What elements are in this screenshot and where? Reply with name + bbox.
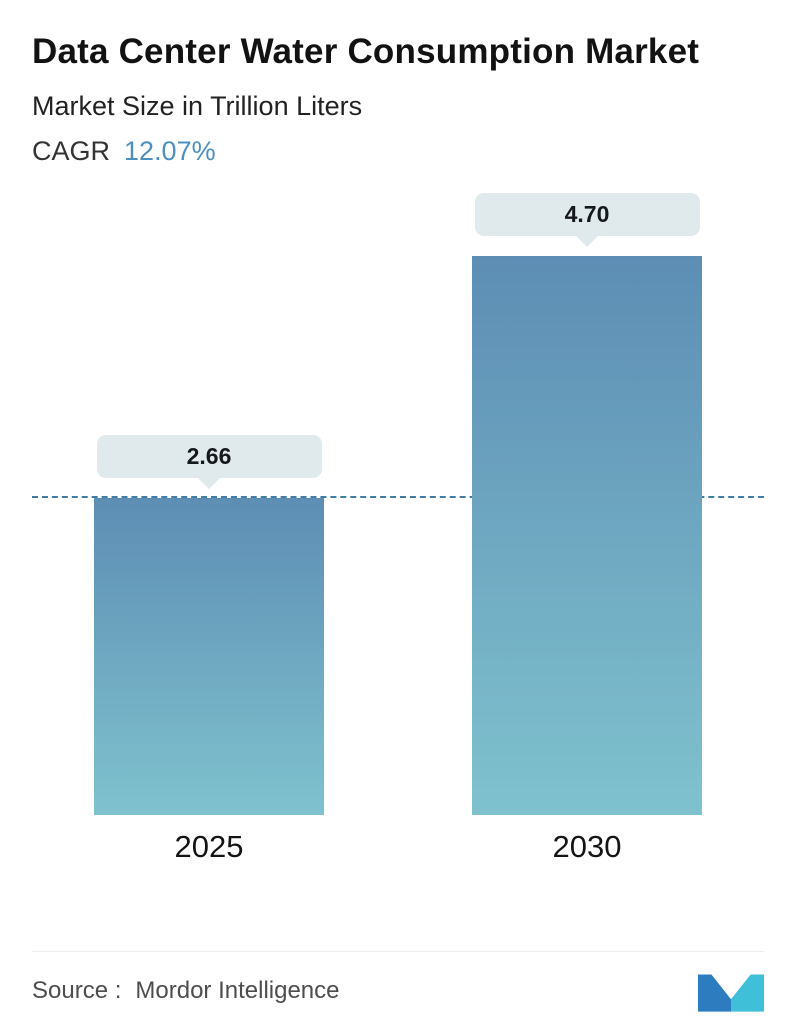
bubble-pointer-2025: [198, 477, 220, 489]
source-line: Source : Mordor Intelligence: [32, 977, 340, 1005]
bar-2030: [472, 255, 702, 815]
logo-left-shape: [698, 974, 731, 1012]
cagr-value: 12.07%: [124, 135, 216, 166]
value-bubble-2030: 4.70: [474, 192, 700, 236]
bar-2025: [94, 497, 324, 815]
cagr-label: CAGR: [32, 135, 111, 166]
plot-area: 2.66 4.70: [32, 192, 764, 815]
x-label-2025: 2025: [174, 828, 244, 864]
page-title: Data Center Water Consumption Market: [32, 32, 700, 71]
x-label-2030: 2030: [552, 828, 622, 864]
value-bubble-2025: 2.66: [96, 434, 322, 478]
source-label: Source :: [32, 977, 122, 1004]
mordor-intelligence-logo-icon: [698, 974, 764, 1012]
bubble-pointer-2030: [576, 235, 598, 247]
reference-line: [32, 495, 764, 498]
chart-subtitle: Market Size in Trillion Liters: [32, 90, 363, 121]
bar-group-2030: 4.70: [472, 192, 702, 815]
cagr-row: CAGR 12.07%: [32, 136, 764, 167]
footer: Source : Mordor Intelligence: [32, 951, 764, 1034]
logo-right-shape: [731, 974, 764, 1012]
source-value: Mordor Intelligence: [135, 977, 340, 1004]
bar-chart: 2.66 4.70 2025 2030: [32, 192, 764, 865]
x-axis-labels: 2025 2030: [32, 829, 764, 865]
bar-group-2025: 2.66: [94, 434, 324, 815]
